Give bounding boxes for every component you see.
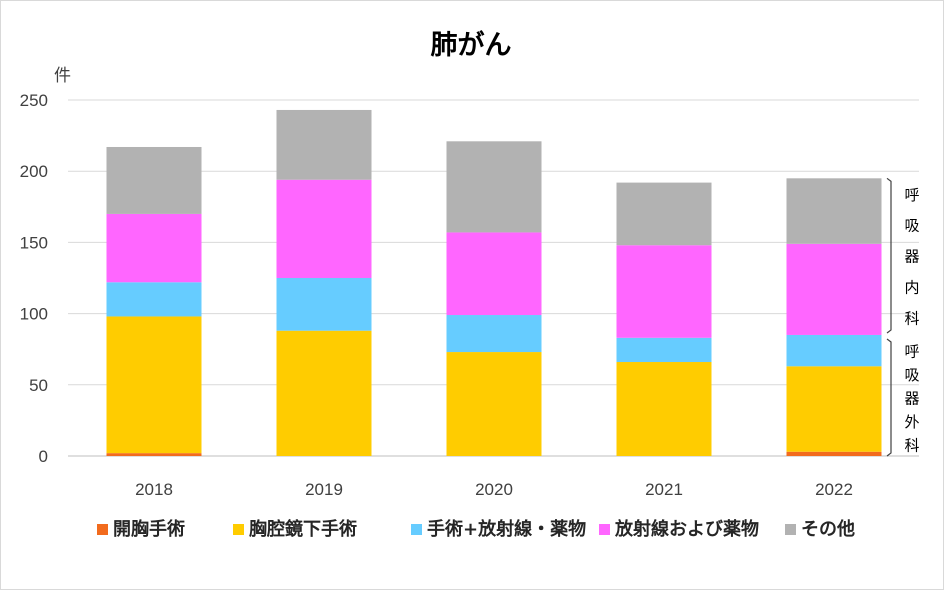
chart-title: 肺がん xyxy=(431,29,512,61)
legend-swatch-1 xyxy=(233,524,244,535)
bar-2020-series-1 xyxy=(446,352,542,456)
y-tick-200: 200 xyxy=(20,162,48,181)
bracket-1 xyxy=(886,338,892,457)
bar-2018-series-3 xyxy=(106,213,202,283)
x-tick-2019: 2019 xyxy=(305,480,343,499)
bar-2020-series-2 xyxy=(446,315,542,353)
bar-2021-series-4 xyxy=(616,182,712,246)
legend-label-1: 胸腔鏡下手術 xyxy=(249,519,357,540)
legend-label-0: 開胸手術 xyxy=(113,519,185,540)
bar-2021-series-1 xyxy=(616,362,712,456)
department-label-0: 呼吸器内科 xyxy=(904,186,919,328)
bar-2018-series-0 xyxy=(106,453,202,456)
bar-2019-series-3 xyxy=(276,179,372,278)
bar-2021-series-3 xyxy=(616,245,712,338)
y-tick-150: 150 xyxy=(20,233,48,252)
bracket-0 xyxy=(886,177,892,334)
bar-2019-series-2 xyxy=(276,278,372,331)
y-tick-250: 250 xyxy=(20,91,48,110)
legend-swatch-4 xyxy=(785,524,796,535)
bar-2019-series-4 xyxy=(276,109,372,180)
bar-2018-series-4 xyxy=(106,146,202,214)
x-tick-2018: 2018 xyxy=(135,480,173,499)
bar-2022-series-1 xyxy=(786,366,882,452)
bar-2022-series-2 xyxy=(786,334,882,367)
bar-2020-series-3 xyxy=(446,232,542,316)
bar-2019-series-1 xyxy=(276,330,372,456)
x-tick-2021: 2021 xyxy=(645,480,683,499)
legend-label-2: 手術+放射線・薬物 xyxy=(427,519,587,540)
legend: 開胸手術 胸腔鏡下手術 手術+放射線・薬物 放射線および薬物 その他 xyxy=(97,513,897,585)
legend-swatch-2 xyxy=(411,524,422,535)
y-tick-50: 50 xyxy=(29,376,48,395)
x-tick-2020: 2020 xyxy=(475,480,513,499)
y-tick-100: 100 xyxy=(20,305,48,324)
y-axis-unit: 件 xyxy=(54,66,71,86)
y-tick-0: 0 xyxy=(39,447,48,466)
bar-2020-series-4 xyxy=(446,141,542,233)
legend-label-4: その他 xyxy=(801,519,855,540)
bar-2018-series-2 xyxy=(106,282,202,317)
legend-swatch-3 xyxy=(599,524,610,535)
bar-2021-series-2 xyxy=(616,337,712,363)
bar-2022-series-3 xyxy=(786,243,882,335)
legend-label-3: 放射線および薬物 xyxy=(615,519,759,540)
legend-swatch-0 xyxy=(97,524,108,535)
bar-2018-series-1 xyxy=(106,316,202,454)
bar-2022-series-0 xyxy=(786,451,882,456)
x-tick-2022: 2022 xyxy=(815,480,853,499)
department-label-1: 呼吸器外科 xyxy=(904,343,919,455)
bar-2022-series-4 xyxy=(786,178,882,244)
